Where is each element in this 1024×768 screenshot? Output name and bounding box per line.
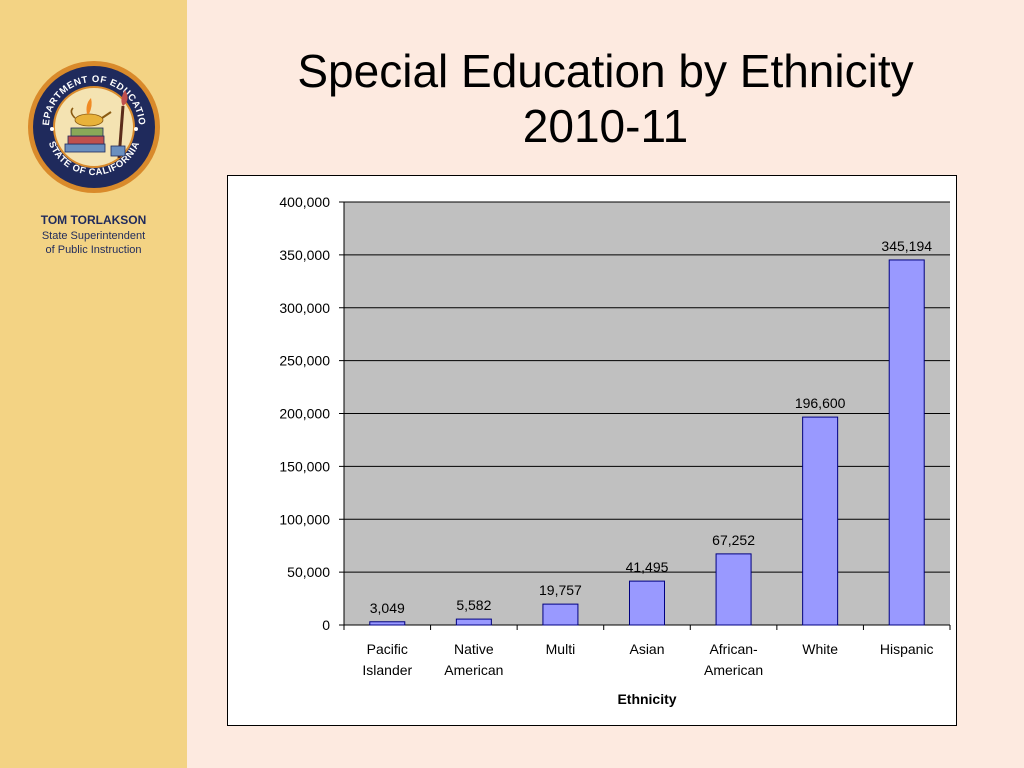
slide-title-line1: Special Education by Ethnicity xyxy=(297,45,914,97)
slide-title: Special Education by Ethnicity 2010-11 xyxy=(187,44,1024,154)
x-tick-label: African- xyxy=(709,641,758,657)
y-tick-label: 200,000 xyxy=(279,406,330,422)
y-tick-label: 50,000 xyxy=(287,564,330,580)
y-tick-label: 250,000 xyxy=(279,353,330,369)
data-label: 41,495 xyxy=(626,559,669,575)
bar-chart: 0 50,000 100,000 150,000 200,000 250,000 300,0… xyxy=(279,194,951,707)
bar xyxy=(369,621,406,626)
data-label: 3,049 xyxy=(370,600,405,616)
y-tick-label: 150,000 xyxy=(279,458,330,474)
data-label: 19,757 xyxy=(539,582,582,598)
x-tick-label: American xyxy=(444,662,503,678)
y-tick-label: 100,000 xyxy=(279,511,330,527)
y-tick-label: 400,000 xyxy=(279,194,330,210)
sidebar: DEPARTMENT OF EDUCATION STATE OF CALIFOR… xyxy=(0,0,187,768)
x-tick-label: Asian xyxy=(629,641,664,657)
data-label: 345,194 xyxy=(881,238,932,254)
x-tick-label: Native xyxy=(454,641,494,657)
data-label: 5,582 xyxy=(456,597,491,613)
x-tick-label: Hispanic xyxy=(880,641,934,657)
presenter-name: TOM TORLAKSON xyxy=(40,213,147,227)
data-label: 196,600 xyxy=(795,395,846,411)
x-tick-label: American xyxy=(704,662,763,678)
bar xyxy=(455,618,492,626)
bar xyxy=(802,416,839,626)
presenter-title-line2: of Public Instruction xyxy=(45,244,142,256)
x-tick-label: Multi xyxy=(546,641,576,657)
y-tick-label: 300,000 xyxy=(279,300,330,316)
y-tick-label: 0 xyxy=(322,617,330,633)
bar xyxy=(888,259,925,626)
slide-title-line2: 2010-11 xyxy=(522,100,689,152)
x-axis-title: Ethnicity xyxy=(617,691,676,707)
presenter-title-line1: State Superintendent xyxy=(41,230,146,242)
department-of-education-seal-icon: DEPARTMENT OF EDUCATION STATE OF CALIFOR… xyxy=(27,60,160,193)
x-tick-label: White xyxy=(802,641,838,657)
bar xyxy=(629,580,665,626)
bar xyxy=(542,603,579,626)
y-tick-label: 350,000 xyxy=(279,247,330,263)
chart-frame: 0 50,000 100,000 150,000 200,000 250,000 300,0… xyxy=(227,175,957,726)
data-label: 67,252 xyxy=(712,532,755,548)
x-tick-label: Islander xyxy=(362,662,412,678)
x-tick-label: Pacific xyxy=(367,641,408,657)
bar xyxy=(715,553,752,626)
